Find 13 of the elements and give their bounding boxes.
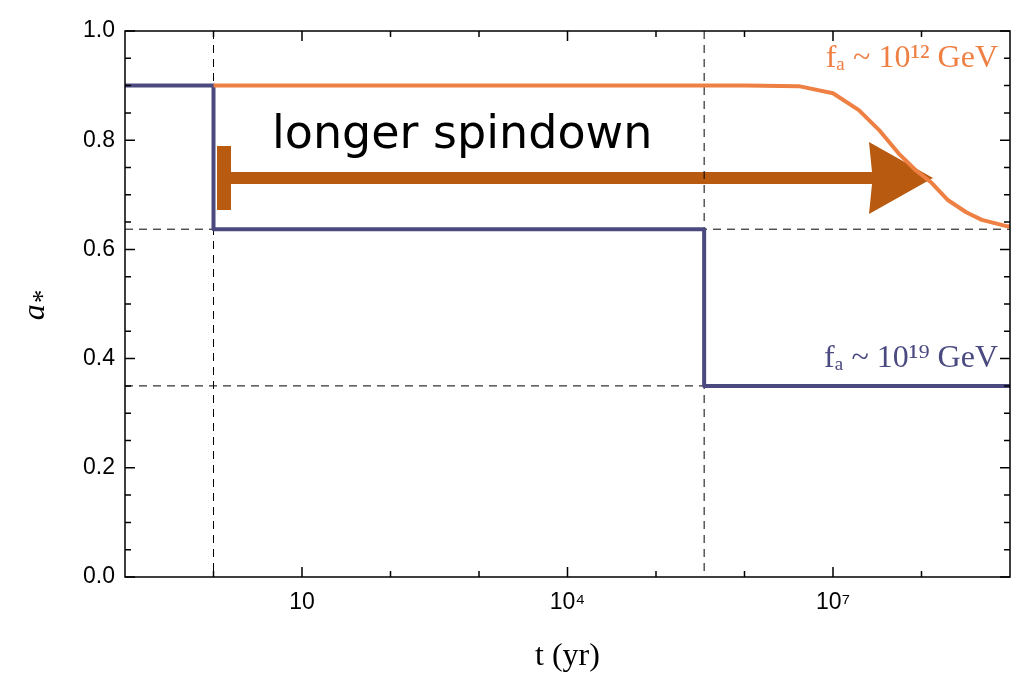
y-tick-label: 0.2 [83, 453, 115, 480]
series-label: fₐ ~ 10¹² GeV [825, 38, 998, 76]
y-tick-label: 0.6 [83, 234, 115, 261]
y-tick-label: 1.0 [83, 16, 115, 43]
series-label: fₐ ~ 10¹⁹ GeV [824, 337, 998, 375]
y-tick-label: 0.4 [83, 343, 116, 370]
y-tick-label: 0.0 [83, 562, 115, 589]
x-axis-title: t (yr) [534, 636, 601, 673]
x-tick-label: 10 [289, 588, 315, 615]
annotation: longer spindown [272, 105, 653, 159]
x-tick-label: 10⁷ [816, 588, 850, 615]
y-tick-label: 0.8 [83, 125, 115, 152]
x-tick-label: 10⁴ [549, 588, 586, 615]
